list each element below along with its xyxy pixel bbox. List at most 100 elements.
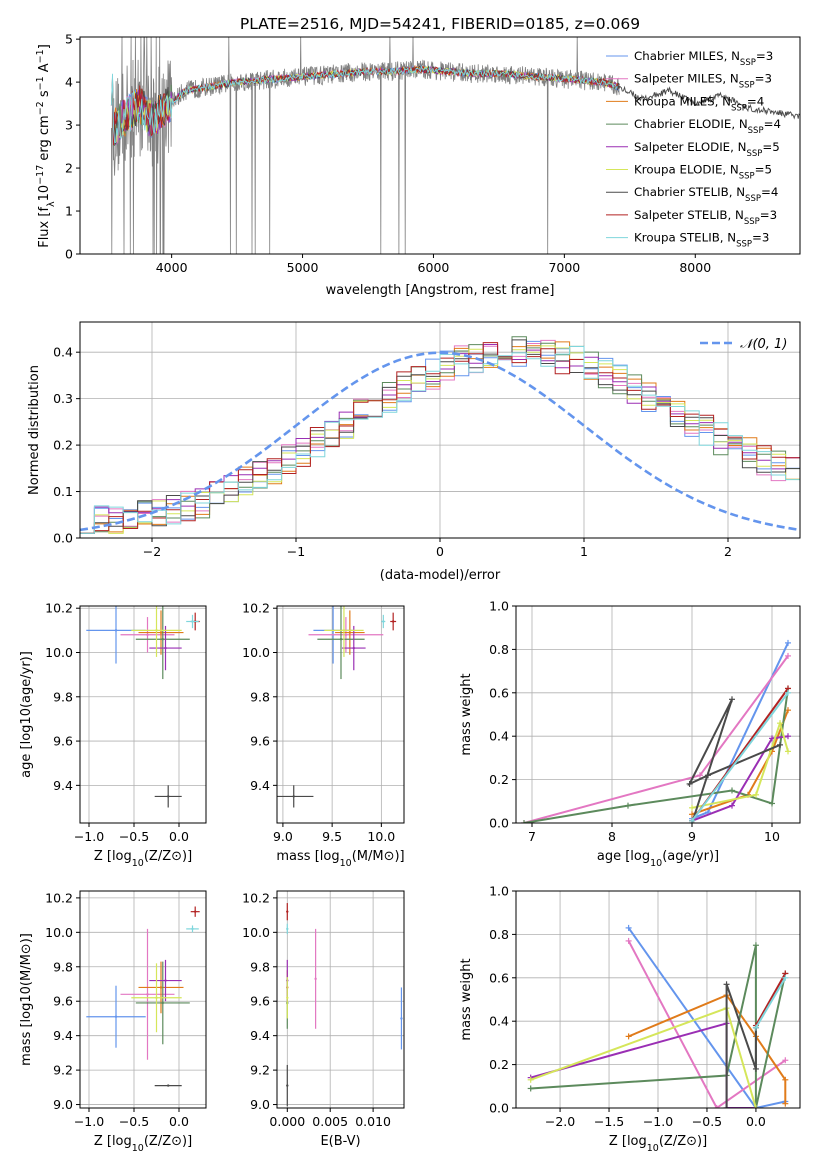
y-tick-label: 9.6 xyxy=(53,994,73,1009)
x-axis-label: mass [log10(M/M⊙)] xyxy=(276,849,404,869)
y-tick-label: 10.0 xyxy=(242,645,270,660)
plot-area xyxy=(86,906,200,1087)
data-point xyxy=(286,927,289,931)
axes-frame xyxy=(79,605,207,824)
mass-weight-line xyxy=(691,692,789,822)
x-tick-label: 0.0 xyxy=(746,1114,766,1129)
y-tick-label: 0.0 xyxy=(489,1101,509,1116)
age-vs-mass-panel: 9.0 9.5 10.0 9.4 9.6 9.8 10.0 10.2 mass [log10(M… xyxy=(242,601,405,869)
x-tick-label: 0.010 xyxy=(355,1114,391,1129)
y-tick-label: 10.0 xyxy=(45,925,73,940)
axes-frame xyxy=(515,605,801,824)
x-tick-label: 4000 xyxy=(156,260,188,275)
spectrum-panel: 4000 5000 6000 7000 8000 0 1 2 3 4 5 wavelength [An… xyxy=(35,32,801,298)
y-tick-label: 9.8 xyxy=(250,689,270,704)
data-point xyxy=(164,979,167,982)
x-axis-label: E(B-V) xyxy=(320,1134,360,1149)
y-tick-label: 0.4 xyxy=(489,1014,509,1029)
x-tick-label: 7 xyxy=(528,829,536,844)
legend-label: Chabrier STELIB, NSSP=4 xyxy=(634,185,778,204)
x-tick-label: 10 xyxy=(764,829,780,844)
residuals-panel: −2 −1 0 1 2 0.0 0.1 0.2 0.3 0.4 (data-model)/error… xyxy=(27,321,801,583)
plot-area xyxy=(521,639,791,823)
x-tick-label: 8000 xyxy=(679,260,711,275)
axes-frame xyxy=(276,605,405,824)
y-axis-label: mass weight xyxy=(459,673,474,755)
y-tick-label: 1 xyxy=(65,204,73,219)
plot-area xyxy=(527,924,789,1108)
x-axis-label: (data-model)/error xyxy=(380,568,501,583)
data-point xyxy=(159,986,163,989)
data-point xyxy=(155,629,158,632)
y-tick-label: 2 xyxy=(65,161,73,176)
axes-frame xyxy=(79,36,801,255)
x-tick-label: 2 xyxy=(724,544,732,559)
y-tick-label: 0.6 xyxy=(489,685,509,700)
axes-frame xyxy=(79,890,207,1109)
data-point xyxy=(286,996,289,999)
mass-weight-vs-age-panel: 7 8 9 10 0.0 0.2 0.4 0.6 0.8 1.0 age [log10(age/yr… xyxy=(459,599,801,869)
y-tick-label: 10.2 xyxy=(45,890,73,905)
x-tick-label: 0.0 xyxy=(169,1114,189,1129)
mass-vs-Z-panel: −1.0 −0.5 0.0 9.0 9.2 9.4 9.6 9.8 10.0 10.2 Z [log… xyxy=(19,890,207,1154)
plot-area xyxy=(86,606,200,808)
y-axis-label: age [log10(age/yr)] xyxy=(19,651,34,778)
observed-spectrum-line xyxy=(111,37,620,254)
plot-area xyxy=(277,606,397,808)
y-tick-label: 0.6 xyxy=(489,970,509,985)
y-tick-label: 0.2 xyxy=(489,772,509,787)
data-point xyxy=(191,927,194,931)
y-tick-label: 0.0 xyxy=(53,531,73,546)
x-tick-label: 9.0 xyxy=(273,829,293,844)
data-point xyxy=(352,646,355,650)
data-point xyxy=(146,633,149,636)
figure-title: PLATE=2516, MJD=54241, FIBERID=0185, z=0… xyxy=(240,15,640,33)
mass-weight-line xyxy=(691,719,789,809)
y-tick-label: 9.6 xyxy=(250,734,270,749)
legend-label: Salpeter ELODIE, NSSP=5 xyxy=(634,140,780,159)
frame: −2.0 −1.5 −1.0 −0.5 0.0 0.0 0.2 0.4 0.6 0.8 1.0 xyxy=(489,884,801,1129)
y-tick-label: 4 xyxy=(65,75,73,90)
frame: 7 8 9 10 0.0 0.2 0.4 0.6 0.8 1.0 xyxy=(489,599,801,844)
x-tick-label: −1.0 xyxy=(74,829,104,844)
histogram-step xyxy=(80,336,800,534)
mass-weight-vs-Z-panel: −2.0 −1.5 −1.0 −0.5 0.0 0.0 0.2 0.4 0.6 0.8 1.0 Z [… xyxy=(459,884,801,1154)
x-tick-label: −2 xyxy=(143,544,161,559)
y-axis-label: Normed distribution xyxy=(27,365,42,495)
data-point xyxy=(382,620,385,623)
data-point xyxy=(167,795,170,798)
x-tick-label: −1.0 xyxy=(74,1114,104,1129)
y-tick-label: 9.6 xyxy=(250,994,270,1009)
x-tick-label: 10.0 xyxy=(367,829,395,844)
plot-area xyxy=(80,336,800,534)
y-tick-label: 10.2 xyxy=(242,601,270,616)
frame: −1.0 −0.5 0.0 9.0 9.2 9.4 9.6 9.8 10.0 10.2 xyxy=(45,890,207,1129)
x-tick-label: 9.5 xyxy=(322,829,342,844)
data-point xyxy=(114,1015,118,1018)
mass-weight-line xyxy=(530,1006,757,1108)
model-spectrum-line xyxy=(110,65,620,143)
y-axis-label: Flux [fλ10−17 erg cm−2 s−1 A−1] xyxy=(35,44,57,248)
frame: 9.0 9.5 10.0 9.4 9.6 9.8 10.0 10.2 xyxy=(242,601,405,844)
y-tick-label: 10.0 xyxy=(45,645,73,660)
data-point xyxy=(342,629,346,632)
data-point xyxy=(339,638,343,641)
histogram-step xyxy=(80,342,800,534)
y-tick-label: 9.6 xyxy=(53,734,73,749)
mass-weight-line xyxy=(725,983,757,1108)
x-tick-label: 0 xyxy=(436,544,444,559)
y-tick-label: 0.2 xyxy=(53,438,73,453)
data-point xyxy=(161,1001,164,1005)
data-point xyxy=(155,996,158,999)
data-point xyxy=(159,631,163,634)
y-tick-label: 9.4 xyxy=(250,1028,270,1043)
y-tick-label: 0.8 xyxy=(489,642,509,657)
data-point xyxy=(344,633,348,636)
x-tick-label: 1 xyxy=(580,544,588,559)
x-axis-label: age [log10(age/yr)] xyxy=(597,849,719,869)
y-tick-label: 9.4 xyxy=(53,778,73,793)
mass-weight-line xyxy=(523,655,789,823)
x-axis-label: wavelength [Angstrom, rest frame] xyxy=(326,283,555,298)
legend-label: Chabrier ELODIE, NSSP=4 xyxy=(634,117,781,136)
y-tick-label: 9.2 xyxy=(250,1063,270,1078)
